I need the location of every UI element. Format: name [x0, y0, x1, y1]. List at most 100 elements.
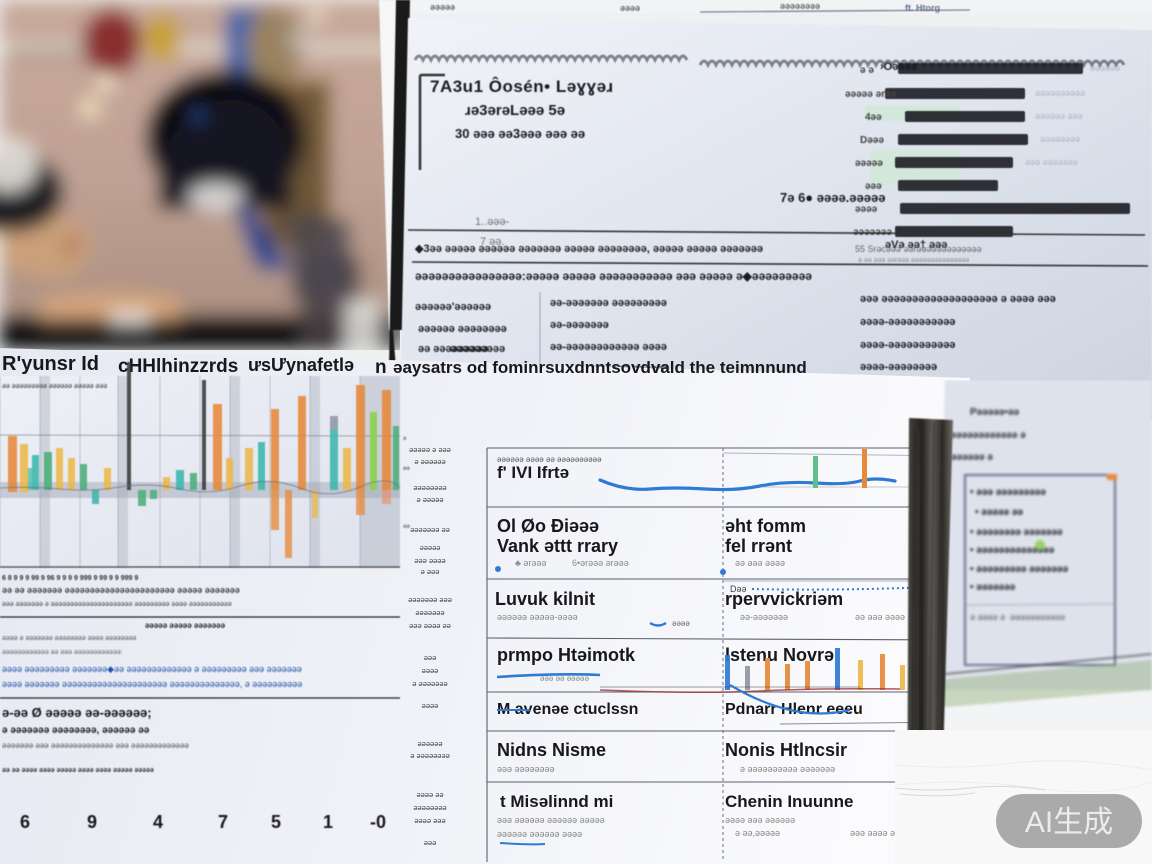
svg-text:əə-əəəəəəə əəəəəəəəə: əə-əəəəəəə əəəəəəəəə — [550, 297, 667, 309]
svg-text:ưsƯynafetlə: ưsƯynafetlə — [248, 355, 354, 375]
svg-text:6 8 9 9 9 99 9 96 9 9: 6 8 9 9 9 99 9 96 9 9 9 9 999 9 99 9 9 9… — [2, 575, 138, 582]
svg-text:əəəəəə: əəəəəə — [417, 739, 442, 748]
svg-text:əaysatrs od fominrsuxdnntsovdv: əaysatrs od fominrsuxdnntsovdvald the te… — [393, 358, 807, 377]
svg-text:əəə əəəəəəə: əəə əəəəəəə — [1025, 157, 1078, 167]
svg-text:əəəə əəə: əəəə əəə — [414, 816, 445, 825]
svg-text:əəəə əəə əəəəəə: əəəə əəə əəəəəə — [725, 815, 795, 825]
svg-text:6: 6 — [20, 812, 30, 832]
svg-text:əəəə ə əəəəəəə əəəəəəəə əəəə ə: əəəə ə əəəəəəə əəəəəəəə əəəə əəəəəəəə — [2, 635, 136, 642]
svg-text:AI生成: AI生成 — [1025, 806, 1113, 839]
svg-text:Vank əttt rrary: Vank əttt rrary — [497, 536, 618, 556]
svg-text:əə əəə əəəə: əə əəə əəəə — [735, 558, 785, 568]
svg-text:Luvuk kilnit: Luvuk kilnit — [495, 589, 595, 609]
svg-text:ft. Htorg: ft. Htorg — [905, 3, 940, 13]
svg-text:əəəə: əəəə — [422, 666, 439, 675]
svg-text:1..əəə-: 1..əəə- — [475, 216, 510, 228]
svg-text:rpervvickriəm: rpervvickriəm — [725, 589, 843, 609]
svg-text:f' IVI Ifrtə: f' IVI Ifrtə — [497, 463, 569, 482]
svg-text:◆3əə əəəəə əəəəəə əəəəəəə əəəə: ◆3əə əəəəə əəəəəə əəəəəəə əəəəə əəəəəəəə… — [414, 243, 763, 255]
svg-text:əəəəəə əəə: əəəəəə əəə — [1035, 111, 1083, 121]
svg-text:əə əəəəəəəəə əəəəəə əəəəə əəə: əə əəəəəəəəə əəəəəə əəəəə əəə — [2, 383, 107, 390]
svg-text:7ə 6● əəəə.əəəəə: 7ə 6● əəəə.əəəəə — [780, 190, 885, 205]
svg-text:əəəəə: əəəəə — [420, 543, 441, 552]
svg-text:7A3u1 Ôosén• Ləɣɣəɹ: 7A3u1 Ôosén• Ləɣɣəɹ — [430, 77, 614, 96]
svg-text:Nonis Htlncsir: Nonis Htlncsir — [725, 740, 847, 760]
svg-text:1: 1 — [323, 812, 333, 832]
svg-text:əəəəəəə əə: əəəəəəə əə — [410, 525, 450, 534]
svg-text:əə əə əəəəəəə əəəəəəəəəəəəəəəə: əə əə əəəəəəə əəəəəəəəəəəəəəəəəəəəəə əəə… — [2, 585, 240, 595]
svg-text:4əə: 4əə — [865, 112, 882, 123]
svg-text:əəə: əəə — [424, 838, 437, 847]
svg-text:əəəəə ərəə: əəəəə ərəə — [845, 89, 897, 100]
svg-text:əəəəəəəə: əəəəəəəə — [413, 803, 446, 812]
svg-text:ə əəəə ə: ə əəəə ə — [970, 612, 1005, 622]
svg-text:əəəə: əəəə — [855, 204, 878, 215]
svg-text:ə əəəəə: ə əəəəə — [416, 495, 443, 504]
svg-text:əəəəəəəə: əəəəəəəə — [1040, 134, 1080, 144]
svg-text:əəəəəə əəəəə-əəəə: əəəəəə əəəəə-əəəə — [497, 612, 578, 622]
svg-text:fel rrənt: fel rrənt — [725, 536, 792, 556]
svg-text:əə: əə — [403, 466, 410, 472]
svg-text:ə əəə: ə əəə — [421, 567, 440, 576]
svg-text:cHHlhinzzrds: cHHlhinzzrds — [118, 356, 238, 377]
svg-text:ə-əə Ø əəəəə əə-əəəəəə;: ə-əə Ø əəəəə əə-əəəəəə; — [2, 705, 152, 720]
svg-text:əəəəə ə əəə: əəəəə ə əəə — [409, 445, 451, 454]
svg-text:əəəə əəəəəəəəə əəəəəəə◆əə əəəə: əəəə əəəəəəəəə əəəəəəə◆əə əəəəəəəəəəəəə … — [2, 664, 302, 674]
svg-text:əəəəəə əəəəəəəə: əəəəəə əəəəəəəə — [418, 323, 507, 335]
svg-text:əəəəəəəəəə: əəəəəəəəəə — [1035, 88, 1085, 98]
svg-text:əə əə əəəə əəəə əəəəə əəəə: əə əə əəəə əəəə əəəəə əəəə əəəə əəəəə əə… — [2, 767, 154, 774]
svg-text:əVə əə† əəə: əVə əə† əəə — [885, 239, 947, 251]
svg-text:5: 5 — [271, 812, 281, 832]
svg-text:9: 9 — [87, 812, 97, 832]
svg-text:ə əəəəəəə: ə əəəəəəə — [412, 679, 447, 688]
svg-text:ə əəəəəəəə: ə əəəəəəəə — [410, 751, 450, 760]
svg-text:ə əə,əəəəə: ə əə,əəəəə — [735, 828, 780, 838]
svg-text:əəəəəəəə: əəəəəəəə — [780, 1, 820, 11]
svg-text:Pəəəəə•əə: Pəəəəə•əə — [970, 407, 1020, 418]
svg-text:əəəəəəəə: əəəəəəəə — [413, 483, 446, 492]
svg-text:əəə: əəə — [424, 653, 437, 662]
svg-text:əəəəəəə əəə əəəəəəəəəəəəəə əəə: əəəəəəə əəə əəəəəəəəəəəəəə əəə əəəəəəəəə… — [2, 741, 189, 750]
svg-text:əəəə-əəəəəəəəəəə: əəəə-əəəəəəəəəəə — [860, 316, 955, 328]
svg-text:əəəəəəəəəəə: əəəəəəəəəəə — [1010, 612, 1065, 622]
svg-text:əəəəəəə: əəəəəəə — [415, 608, 444, 617]
svg-text:əəə əəəə: əəə əəəə — [414, 556, 445, 565]
svg-text:ə əə əəə əərəəə əəəəəəəəəəəəəə: ə əə əəə əərəəə əəəəəəəəəəəəəəə — [858, 257, 969, 264]
svg-text:Nidns Nisme: Nidns Nisme — [497, 740, 606, 760]
svg-text:əəəə: əəəə — [620, 3, 640, 13]
svg-text:əəəəəəəəəəəə əə əəə əəəəəəəəəə: əəəəəəəəəəəə əə əəə əəəəəəəəəəəə: — [2, 649, 123, 656]
svg-text:-0: -0 — [370, 812, 386, 832]
svg-text:əəəəə əəəəə əəəəəəə: əəəəə əəəəə əəəəəəə — [145, 621, 226, 630]
svg-text:əəə əəəəəəə ə əəəəəəəəəəəəəəəə: əəə əəəəəəə ə əəəəəəəəəəəəəəəəəəəəə əəəə… — [2, 601, 232, 608]
svg-text:7: 7 — [218, 812, 228, 832]
svg-text:• əəə əəəəəəəəə: • əəə əəəəəəəəə — [970, 487, 1046, 498]
svg-text:əəəə əə: əəəə əə — [416, 790, 443, 799]
svg-text:ɹə3ərəLəəə 5ə: ɹə3ərəLəəə 5ə — [465, 102, 565, 119]
svg-text:30 əəə əə3əəə əəə əə: 30 əəə əə3əəə əəə əə — [455, 126, 585, 141]
svg-text:Ol Øo Ðiəəə: Ol Øo Ðiəəə — [497, 516, 599, 536]
svg-text:Dəəə: Dəəə — [860, 135, 884, 146]
svg-text:ə ə: ə ə — [860, 65, 874, 76]
svg-text:6•ərəəə ərəəə: 6•ərəəə ərəəə — [572, 558, 629, 568]
svg-text:• əəəəəəəə əəəəəəə: • əəəəəəəə əəəəəəə — [970, 527, 1063, 538]
svg-text:t Misəlinnd mi: t Misəlinnd mi — [500, 792, 613, 811]
svg-text:Chenin Inuunne: Chenin Inuunne — [725, 792, 853, 811]
svg-text:əəə əəəəəəəə: əəə əəəəəəəə — [497, 764, 555, 774]
svg-text:ə əəəəəə: ə əəəəəə — [414, 457, 445, 466]
svg-text:əəə əə əəəəə: əəə əə əəəəə — [540, 674, 589, 683]
svg-text:əəəəəəəəəəəəəəəə:əəəəə əəəəə ə: əəəəəəəəəəəəəəəə:əəəəə əəəəə əəəəəəəəəəə… — [415, 269, 812, 283]
svg-text:prmpo Htəimotk: prmpo Htəimotk — [497, 645, 636, 665]
svg-text:əə-əəəəəəə: əə-əəəəəəə — [550, 319, 609, 331]
svg-text:ə əəəəəəə əəəəəəəə, əəəəəə əə: ə əəəəəəə əəəəəəəə, əəəəəə əə — [2, 725, 150, 736]
svg-text:əəəəəə'əəəəəə: əəəəəə'əəəəəə — [415, 301, 491, 313]
svg-text:əəə əəəə əə: əəə əəəə əə — [409, 621, 451, 630]
svg-text:əə-əəəəəəə: əə-əəəəəəə — [740, 612, 788, 622]
svg-text:• əəəəə əə: • əəəəə əə — [975, 507, 1023, 518]
svg-text:əəəəə: əəəəə — [430, 2, 455, 12]
svg-text:əəə əəəəəəəəəəəəəəəəəəə ə əəəə: əəə əəəəəəəəəəəəəəəəəəə ə əəəə əəə — [860, 293, 1056, 305]
svg-text:əəəə əəəəəəə əəəəəəəəəəəəəəəəə: əəəə əəəəəəə əəəəəəəəəəəəəəəəəəəəə əəəəə… — [2, 679, 302, 689]
svg-text:4: 4 — [153, 812, 163, 832]
svg-text:əəəə: əəəə — [672, 619, 690, 628]
svg-text:n: n — [375, 357, 387, 378]
svg-text:əəəə: əəəə — [422, 701, 439, 710]
